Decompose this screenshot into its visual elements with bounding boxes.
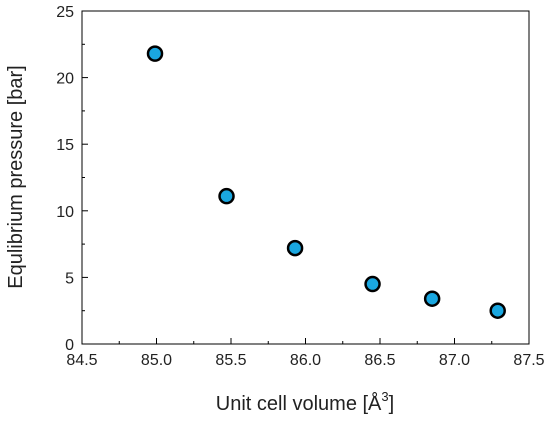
data-point <box>146 45 164 62</box>
y-tick-label: 25 <box>56 4 74 21</box>
y-tick-label: 20 <box>56 71 74 88</box>
y-axis-label: Equlibrium pressure [bar] <box>5 65 27 288</box>
x-tick-label: 86.0 <box>290 352 321 369</box>
data-point <box>364 275 381 293</box>
y-tick-label: 0 <box>65 337 74 354</box>
x-axis-ticks: 84.5 85.0 85.5 86.0 86.5 87.0 87.5 <box>66 338 545 369</box>
x-axis-label-superscript: 3 <box>381 389 388 404</box>
data-point <box>423 290 441 307</box>
y-tick-label: 15 <box>56 137 74 154</box>
x-tick-label: 85.0 <box>141 352 172 369</box>
y-tick-label: 10 <box>56 204 74 221</box>
x-axis-label-text: Unit cell volume [Å <box>216 392 382 415</box>
x-tick-label: 86.5 <box>364 352 395 369</box>
data-points <box>146 45 506 319</box>
data-point <box>286 239 304 257</box>
x-tick-label: 85.5 <box>215 352 246 369</box>
y-tick-label: 5 <box>65 270 74 287</box>
data-point <box>218 187 235 205</box>
x-tick-label: 84.5 <box>66 352 97 369</box>
x-tick-label: 87.5 <box>513 352 544 369</box>
data-point <box>489 302 506 319</box>
y-axis-ticks: 0 5 10 15 20 25 <box>56 4 88 354</box>
plot-area-frame <box>81 10 530 345</box>
x-axis-label: Unit cell volume [Å3] <box>216 389 394 415</box>
x-axis-label-suffix: ] <box>389 393 395 415</box>
x-tick-label: 87.0 <box>439 352 470 369</box>
